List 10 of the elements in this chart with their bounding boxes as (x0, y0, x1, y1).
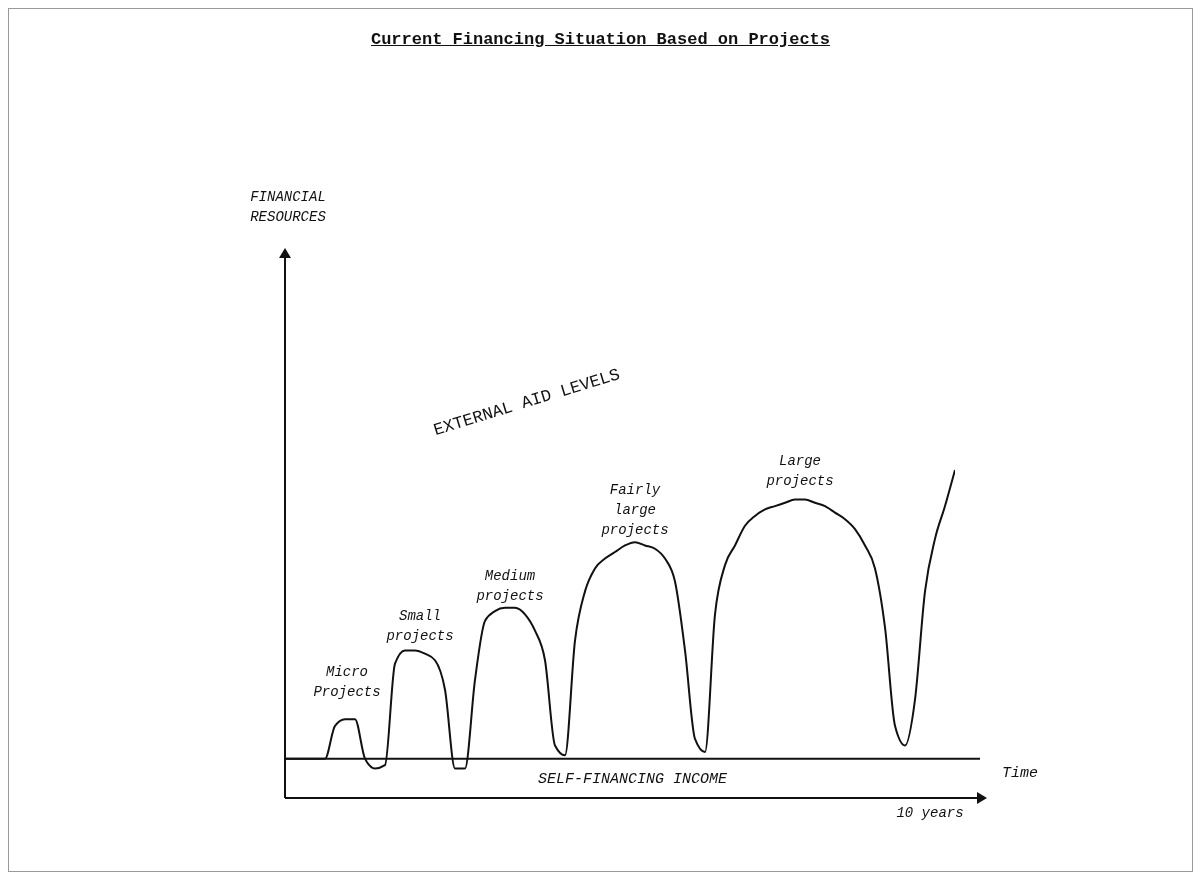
annotation: Medium projects (475, 567, 545, 606)
x-axis-title: Time (1002, 765, 1039, 782)
chart-title: Current Financing Situation Based on Projects (369, 30, 832, 49)
annotation: Fairly large projects (600, 482, 670, 540)
text: 10 years (895, 804, 965, 823)
ref-line-label: SELF-FINANCING INCOME (537, 771, 729, 789)
annotation: Small projects (385, 607, 455, 646)
annotation: Micro Projects (312, 663, 382, 702)
annotation: Large projects (765, 452, 835, 489)
text: FINANCIAL RESOURCES (249, 188, 327, 227)
